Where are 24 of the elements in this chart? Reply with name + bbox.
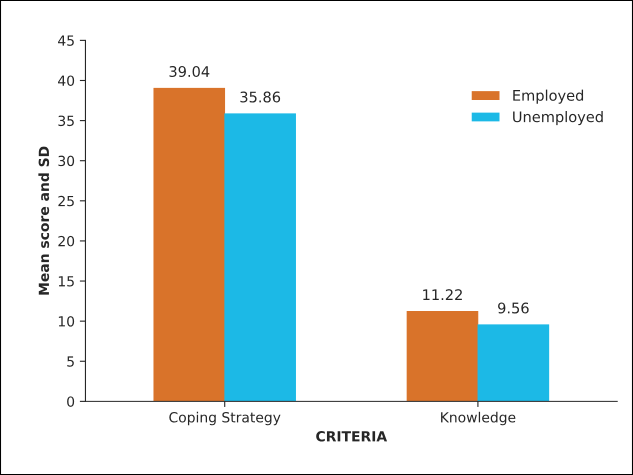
x-tick-label: Knowledge (441, 412, 516, 426)
bar (478, 324, 550, 402)
y-tick-label: 5 (67, 356, 74, 367)
data-label: 11.22 (423, 289, 462, 300)
x-axis-title: CRITERIA (316, 431, 388, 442)
y-tick-label: 45 (58, 36, 74, 46)
data-label: 39.04 (170, 66, 210, 78)
y-axis-title: Mean score and SD (38, 146, 50, 295)
bar (153, 88, 226, 402)
y-tick-label: 40 (58, 75, 74, 86)
legend-label: Unemployed (513, 111, 603, 126)
bar (224, 113, 296, 402)
y-tick-label: 30 (58, 156, 74, 166)
y-tick-label: 25 (58, 196, 74, 206)
y-tick-label: 20 (58, 236, 74, 246)
y-tick-label: 10 (58, 316, 74, 327)
data-label: 35.86 (240, 92, 280, 103)
x-tick-label: Coping Strategy (169, 412, 281, 426)
bar (406, 311, 478, 402)
y-tick-label: 15 (58, 276, 74, 287)
y-tick-label: 35 (58, 116, 74, 126)
y-tick-label: 0 (67, 396, 74, 407)
legend-label: Employed (513, 90, 584, 104)
data-label: 9.56 (498, 302, 529, 314)
